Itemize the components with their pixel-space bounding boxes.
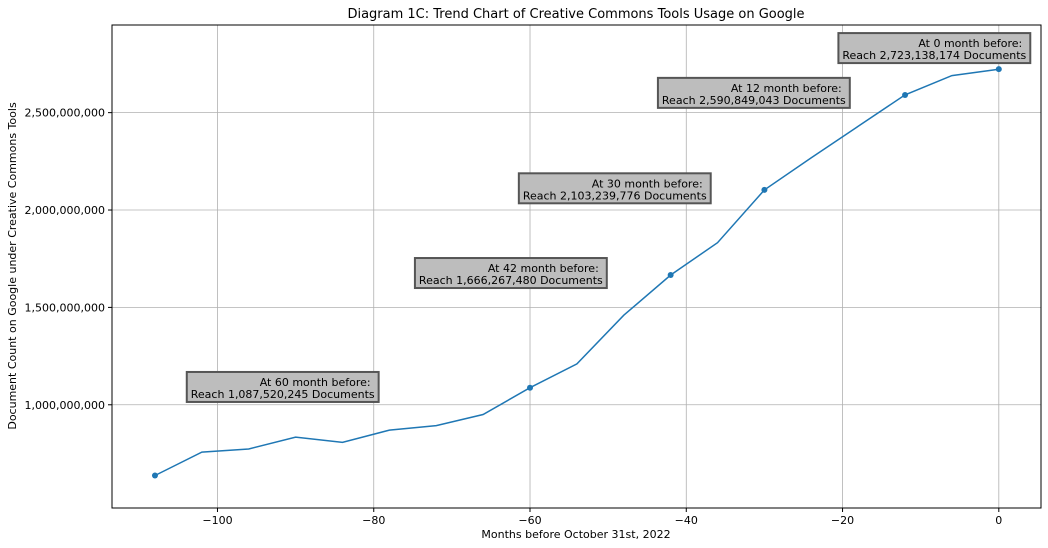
annotation-line2: Reach 1,087,520,245 Documents xyxy=(191,388,375,401)
annotation-line2: Reach 1,666,267,480 Documents xyxy=(419,274,603,287)
annotation-background xyxy=(185,370,380,403)
annotation-background xyxy=(517,172,712,205)
data-point-marker xyxy=(527,384,534,391)
annotation-background xyxy=(413,257,608,290)
chart-title: Diagram 1C: Trend Chart of Creative Comm… xyxy=(347,7,804,22)
data-point-marker xyxy=(902,91,909,98)
y-tick-label: 1,500,000,000 xyxy=(25,301,105,314)
annotation-box: At 42 month before:Reach 1,666,267,480 D… xyxy=(413,257,608,290)
x-tick-label: −20 xyxy=(831,514,854,527)
y-axis-title: Document Count on Google under Creative … xyxy=(6,102,19,430)
data-point-marker xyxy=(995,66,1002,73)
x-tick-label: 0 xyxy=(995,514,1002,527)
y-tick-label: 2,000,000,000 xyxy=(25,204,105,217)
annotation-background xyxy=(837,32,1032,65)
annotation-line2: Reach 2,723,138,174 Documents xyxy=(842,49,1026,62)
annotation-line2: Reach 2,590,849,043 Documents xyxy=(662,94,846,107)
x-axis-title: Months before October 31st, 2022 xyxy=(481,528,670,541)
tick-layer: −100 −80 −60 −40 −20 0 1,000,000,000 1,500,000,… xyxy=(25,107,1003,527)
series-layer xyxy=(151,66,1002,479)
annotation-line1: At 0 month before: xyxy=(918,37,1022,50)
x-tick-label: −100 xyxy=(202,514,232,527)
plot-frame xyxy=(111,24,1042,509)
annotation-line1: At 12 month before: xyxy=(731,82,842,95)
annotation-box: At 60 month before:Reach 1,087,520,245 D… xyxy=(185,370,380,403)
series-line xyxy=(154,68,999,477)
y-tick-label: 1,000,000,000 xyxy=(25,399,105,412)
y-tick-label: 2,500,000,000 xyxy=(25,107,105,120)
x-tick-label: −60 xyxy=(518,514,541,527)
annotation-line1: At 42 month before: xyxy=(488,262,599,275)
annotation-background xyxy=(656,76,851,109)
data-point-marker xyxy=(761,186,768,193)
annotation-box: At 0 month before:Reach 2,723,138,174 Do… xyxy=(837,32,1032,65)
data-point-marker xyxy=(667,272,674,279)
annotation-line2: Reach 2,103,239,776 Documents xyxy=(523,189,707,202)
data-point-marker xyxy=(151,472,158,479)
grid xyxy=(112,25,1041,508)
annotation-layer: At 60 month before:Reach 1,087,520,245 D… xyxy=(185,32,1032,403)
annotation-box: At 30 month before:Reach 2,103,239,776 D… xyxy=(517,172,712,205)
x-tick-label: −40 xyxy=(675,514,698,527)
annotation-box: At 12 month before:Reach 2,590,849,043 D… xyxy=(656,76,851,109)
x-tick-label: −80 xyxy=(362,514,385,527)
annotation-line1: At 60 month before: xyxy=(260,376,371,389)
annotation-line1: At 30 month before: xyxy=(592,177,703,190)
